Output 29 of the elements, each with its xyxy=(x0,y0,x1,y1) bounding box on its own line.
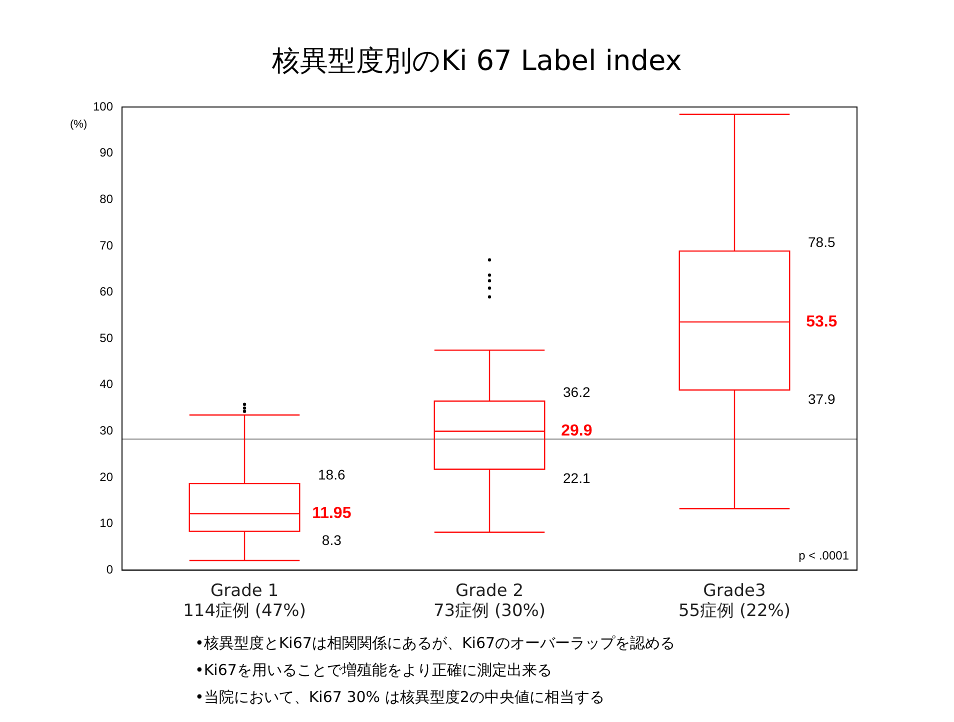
y-tick-label: 10 xyxy=(100,516,114,530)
y-tick-label: 50 xyxy=(100,330,114,345)
text: •核異型度とKi67は相関関係にあるが、Ki67のオーバーラップを認める xyxy=(195,634,676,654)
y-tick-label: 70 xyxy=(100,238,114,252)
text: •Ki67を用いることで増殖能をより正確に測定出来る xyxy=(195,661,553,681)
y-tick-label: 20 xyxy=(100,470,114,484)
annotation: 78.5 xyxy=(808,234,836,250)
annotation: p < .0001 xyxy=(798,548,850,563)
annotation: 36.2 xyxy=(563,384,590,400)
x-tick-label: Grade 2 73症例 (30%) xyxy=(433,580,546,622)
y-axis-title: (%) xyxy=(70,118,88,131)
annotation: 29.9 xyxy=(561,422,592,440)
annotation: 53.5 xyxy=(806,313,838,330)
annotation: 8.3 xyxy=(322,532,342,548)
text: •当院において、Ki67 30% は核異型度2の中央値に相当する xyxy=(195,688,606,708)
x-tick-label: Grade 1 114症例 (47%) xyxy=(183,580,306,622)
annotation: 37.9 xyxy=(808,390,836,407)
annotation: 11.95 xyxy=(312,505,352,522)
y-tick-label: 100 xyxy=(92,99,114,114)
annotation: 18.6 xyxy=(318,466,346,482)
chart-title: 核異型度別のKi 67 Label index xyxy=(271,43,683,79)
x-tick-label: Grade3 55症例 (22%) xyxy=(678,580,791,622)
y-tick-label: 90 xyxy=(100,146,114,160)
y-tick-label: 0 xyxy=(106,562,114,577)
y-tick-label: 60 xyxy=(100,284,114,299)
y-tick-label: 80 xyxy=(100,192,114,206)
y-tick-label: 40 xyxy=(100,377,114,392)
y-tick-label: 30 xyxy=(100,424,114,438)
annotation: 22.1 xyxy=(563,470,590,486)
